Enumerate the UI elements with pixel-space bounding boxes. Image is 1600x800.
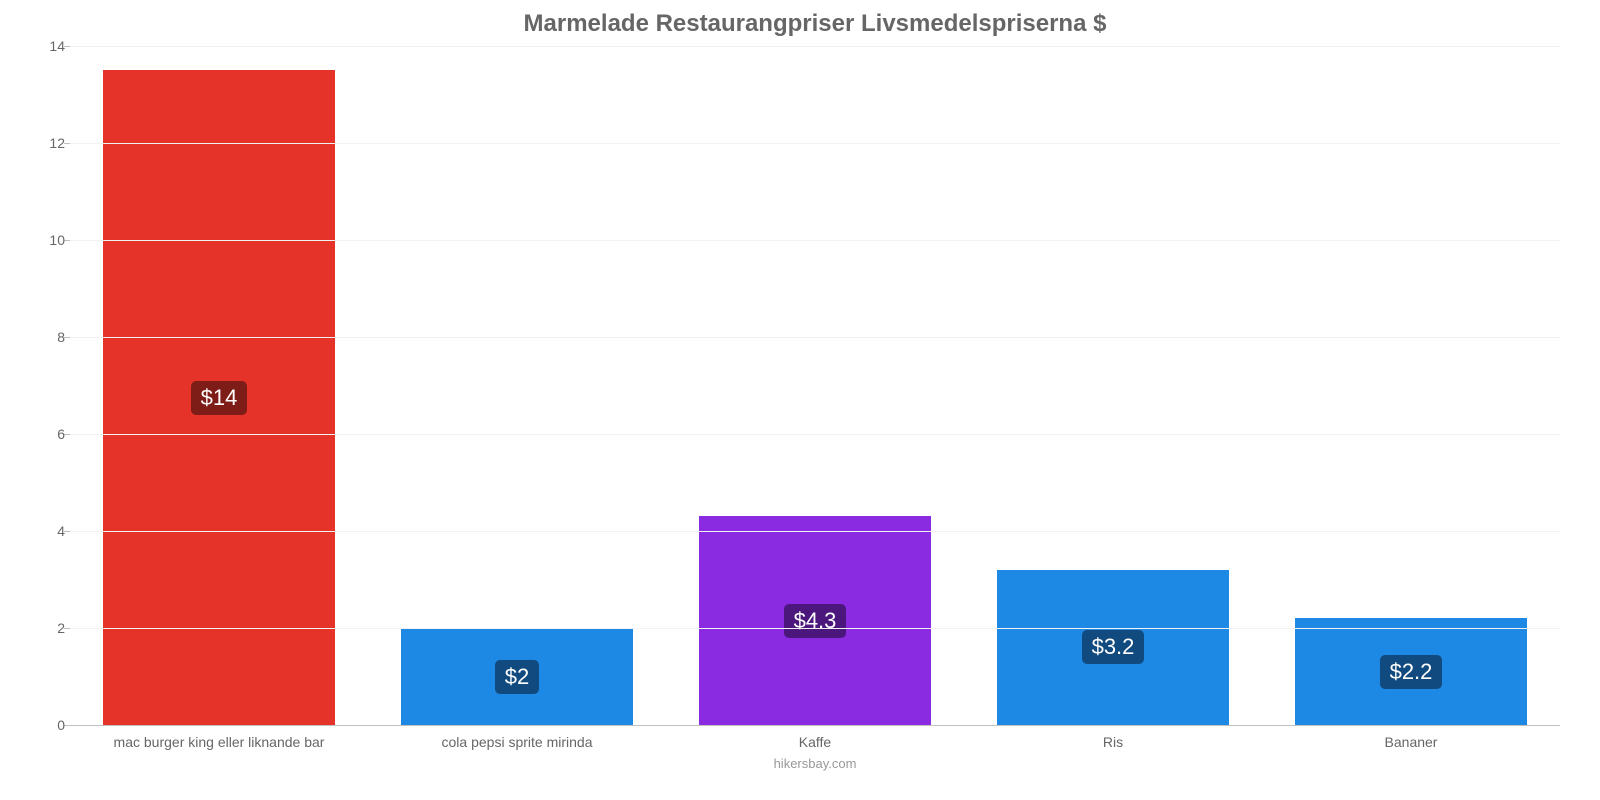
x-tick-label: mac burger king eller liknande bar bbox=[70, 726, 368, 750]
y-tick-label: 12 bbox=[35, 135, 65, 151]
bar-slot: $2.2 bbox=[1262, 46, 1560, 725]
bar-value-label: $4.3 bbox=[784, 604, 847, 638]
x-axis-labels: mac burger king eller liknande barcola p… bbox=[70, 726, 1560, 750]
y-tick-label: 2 bbox=[35, 620, 65, 636]
x-tick-label: cola pepsi sprite mirinda bbox=[368, 726, 666, 750]
gridline bbox=[70, 531, 1560, 532]
x-tick-label: Kaffe bbox=[666, 726, 964, 750]
plot-area: $14$2$4.3$3.2$2.2 02468101214 bbox=[70, 46, 1560, 726]
gridline bbox=[70, 240, 1560, 241]
chart-source: hikersbay.com bbox=[70, 756, 1560, 771]
gridline bbox=[70, 46, 1560, 47]
y-tick-label: 0 bbox=[35, 717, 65, 733]
chart-title: Marmelade Restaurangpriser Livsmedelspri… bbox=[70, 10, 1560, 38]
y-tick-label: 10 bbox=[35, 232, 65, 248]
y-tick-label: 6 bbox=[35, 426, 65, 442]
y-tick-label: 4 bbox=[35, 523, 65, 539]
bar-slot: $4.3 bbox=[666, 46, 964, 725]
bar: $4.3 bbox=[699, 516, 931, 725]
y-tick-label: 14 bbox=[35, 38, 65, 54]
x-tick-label: Ris bbox=[964, 726, 1262, 750]
bar: $2 bbox=[401, 628, 633, 725]
bar-value-label: $2 bbox=[495, 660, 539, 694]
bar: $2.2 bbox=[1295, 618, 1527, 725]
bar-slot: $3.2 bbox=[964, 46, 1262, 725]
y-tick-label: 8 bbox=[35, 329, 65, 345]
gridline bbox=[70, 337, 1560, 338]
bar-slot: $14 bbox=[70, 46, 368, 725]
gridline bbox=[70, 143, 1560, 144]
gridline bbox=[70, 628, 1560, 629]
bar-value-label: $14 bbox=[191, 381, 248, 415]
gridline bbox=[70, 434, 1560, 435]
bar-slot: $2 bbox=[368, 46, 666, 725]
x-tick-label: Bananer bbox=[1262, 726, 1560, 750]
bar: $14 bbox=[103, 70, 335, 725]
bar-value-label: $3.2 bbox=[1082, 630, 1145, 664]
bar-value-label: $2.2 bbox=[1380, 655, 1443, 689]
bars-container: $14 $2 $4.3 $3.2 $2.2 bbox=[70, 46, 1560, 725]
bar: $3.2 bbox=[997, 570, 1229, 725]
price-bar-chart: Marmelade Restaurangpriser Livsmedelspri… bbox=[0, 0, 1600, 800]
